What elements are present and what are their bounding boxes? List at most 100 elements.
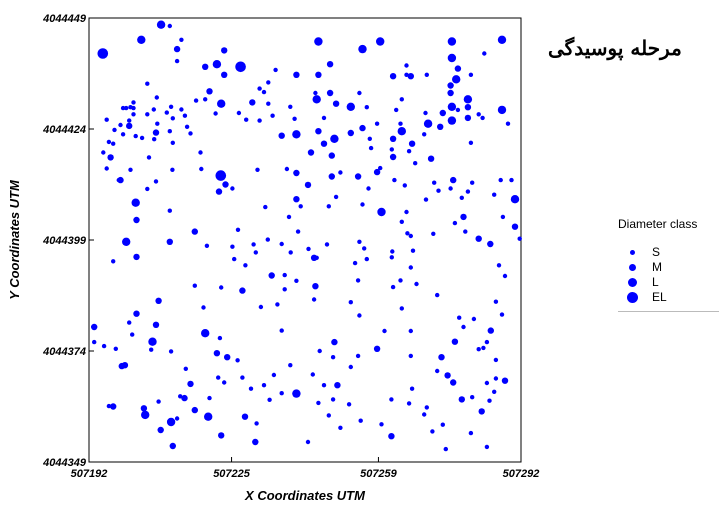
tree-point xyxy=(408,328,413,334)
tree-point xyxy=(146,155,152,160)
tree-point xyxy=(255,167,260,172)
tree-point xyxy=(156,399,161,404)
tree-point xyxy=(487,398,492,403)
tree-point xyxy=(217,99,226,108)
tree-point xyxy=(131,198,140,207)
tree-point xyxy=(279,391,284,396)
tree-point xyxy=(239,287,246,294)
tree-point xyxy=(431,231,436,236)
y-tick-label-3: 4044374 xyxy=(42,346,86,358)
tree-point xyxy=(410,248,416,253)
tree-point xyxy=(315,71,322,79)
tree-point xyxy=(394,107,399,113)
tree-point xyxy=(382,328,387,334)
tree-point xyxy=(110,403,117,410)
tree-point xyxy=(484,380,490,386)
tree-point xyxy=(306,246,311,252)
tree-point xyxy=(178,394,183,399)
tree-point xyxy=(101,343,107,349)
tree-point xyxy=(447,37,457,46)
tree-point xyxy=(128,105,133,110)
tree-point xyxy=(257,86,262,91)
tree-point xyxy=(207,395,212,401)
tree-point xyxy=(292,130,301,139)
tree-point xyxy=(424,405,429,410)
tree-point xyxy=(366,186,371,191)
tree-point xyxy=(188,131,193,136)
tree-point xyxy=(440,422,445,427)
tree-point xyxy=(148,337,157,346)
tree-point xyxy=(254,421,259,426)
tree-point xyxy=(106,403,112,409)
tree-point xyxy=(181,394,188,402)
tree-point xyxy=(480,115,485,121)
tree-point xyxy=(292,116,297,122)
tree-point xyxy=(352,260,358,266)
tree-point xyxy=(470,180,475,185)
tree-point xyxy=(278,132,285,139)
tree-point xyxy=(216,375,221,380)
tree-point xyxy=(436,188,441,193)
tree-point xyxy=(253,250,258,255)
tree-point xyxy=(427,155,435,162)
tree-point xyxy=(460,213,467,221)
tree-point xyxy=(152,129,160,136)
tree-point xyxy=(230,244,235,249)
tree-point xyxy=(388,433,395,440)
tree-point xyxy=(452,75,461,84)
legend-item-l: L xyxy=(618,275,718,290)
tree-point xyxy=(293,169,300,177)
tree-point xyxy=(133,253,140,261)
tree-point xyxy=(191,228,198,235)
tree-point xyxy=(330,355,336,360)
tree-point xyxy=(358,44,367,54)
tree-point xyxy=(169,442,176,450)
tree-point xyxy=(324,242,330,247)
tree-point xyxy=(459,195,464,200)
tree-point xyxy=(271,372,277,378)
tree-point xyxy=(251,242,256,247)
tree-point xyxy=(133,133,138,139)
tree-point xyxy=(151,107,156,112)
tree-point xyxy=(321,383,327,388)
tree-point xyxy=(316,400,321,406)
tree-point xyxy=(464,114,472,122)
tree-point xyxy=(179,107,184,112)
tree-point xyxy=(355,353,361,359)
x-tick-label-0: 507192 xyxy=(71,468,108,480)
tree-point xyxy=(167,23,172,29)
tree-point xyxy=(374,121,380,126)
tree-point xyxy=(423,119,433,128)
tree-point xyxy=(422,132,427,137)
tree-point xyxy=(364,256,369,262)
tree-point xyxy=(509,177,514,183)
tree-point xyxy=(286,214,292,220)
tree-point xyxy=(377,207,386,217)
y-tick-label-1: 4044424 xyxy=(42,124,86,136)
tree-point xyxy=(450,176,457,184)
tree-point xyxy=(376,37,385,46)
tree-point xyxy=(481,345,486,351)
tree-point xyxy=(133,310,140,317)
tree-point xyxy=(243,263,248,268)
tree-point xyxy=(390,249,395,254)
tree-point xyxy=(358,418,363,423)
tree-point xyxy=(364,105,369,110)
tree-point xyxy=(493,299,499,304)
tree-point xyxy=(120,132,126,137)
tree-point xyxy=(249,99,256,106)
tree-point xyxy=(354,173,362,180)
data-points xyxy=(91,20,522,452)
tree-point xyxy=(113,346,119,351)
tree-point xyxy=(217,335,223,341)
tree-point xyxy=(476,347,481,352)
tree-point xyxy=(131,100,136,105)
tree-point xyxy=(140,405,148,412)
legend-label-el: EL xyxy=(652,290,667,304)
tree-point xyxy=(155,121,160,126)
tree-point xyxy=(373,345,381,352)
axis-ticks xyxy=(88,17,522,463)
tree-point xyxy=(435,368,440,374)
tree-point xyxy=(149,347,154,352)
tree-point xyxy=(244,117,249,122)
